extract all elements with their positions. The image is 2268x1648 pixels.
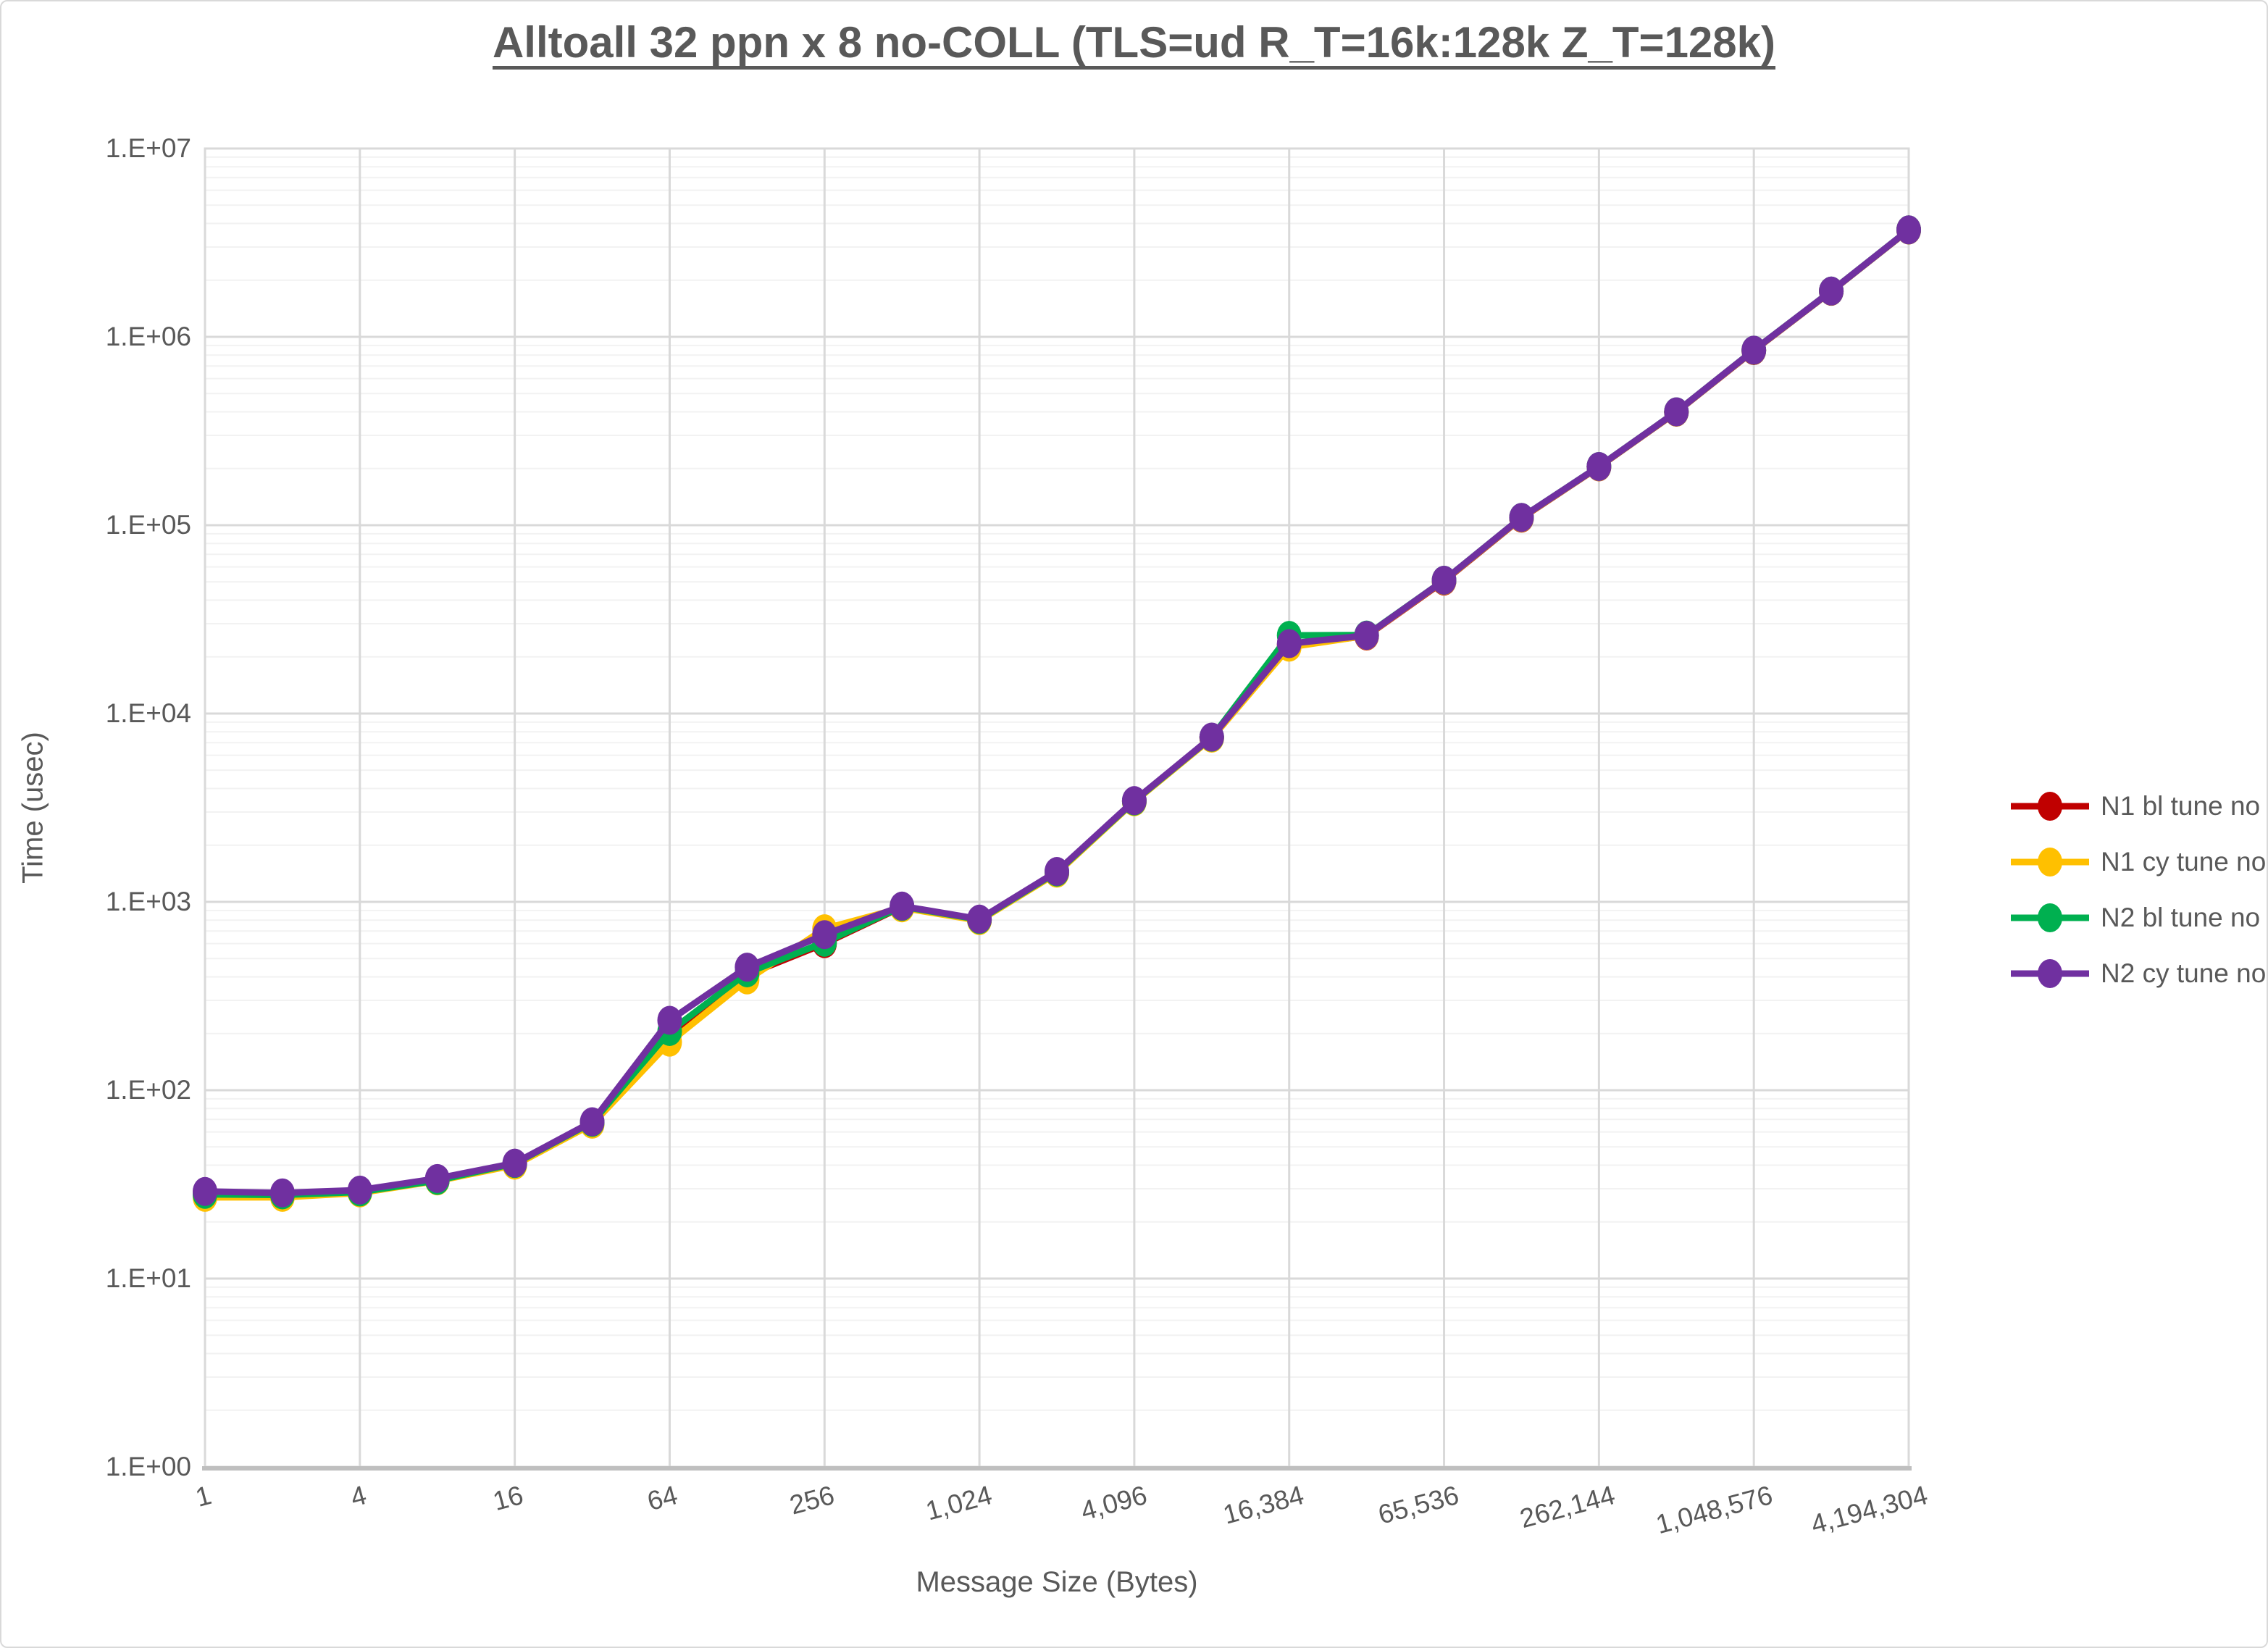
data-point-n2-cy-tune-no xyxy=(890,891,915,921)
plot-border xyxy=(204,147,1910,1468)
legend-marker-icon xyxy=(2011,903,2089,932)
legend-dot-icon xyxy=(2038,903,2062,932)
legend-item-n2-bl-tune-no: N2 bl tune no xyxy=(2009,890,2266,945)
legend-item-n2-cy-tune-no: N2 cy tune no xyxy=(2009,945,2266,1001)
data-point-n2-cy-tune-no xyxy=(1045,857,1069,887)
chart-title: Alltoall 32 ppn x 8 no-COLL (TLS=ud R_T=… xyxy=(492,18,1776,67)
data-point-n2-cy-tune-no xyxy=(1199,722,1224,752)
y-tick-label: 1.E+02 xyxy=(105,1075,191,1105)
y-tick-label: 1.E+04 xyxy=(105,698,191,728)
legend-label: N2 cy tune no xyxy=(2101,958,2267,988)
legend: N1 bl tune no N1 cy tune no N2 bl tune no N… xyxy=(2009,778,2266,1001)
data-point-n2-cy-tune-no xyxy=(193,1176,217,1206)
y-tick-label: 1.E+00 xyxy=(105,1452,191,1481)
data-point-n2-cy-tune-no xyxy=(735,953,760,982)
data-point-n2-cy-tune-no xyxy=(967,904,992,934)
data-point-n2-cy-tune-no xyxy=(269,1178,295,1208)
legend-dot-icon xyxy=(2038,847,2062,877)
data-point-n2-cy-tune-no xyxy=(812,920,837,950)
y-tick-label: 1.E+06 xyxy=(105,322,191,351)
data-point-n2-cy-tune-no xyxy=(1741,335,1767,365)
series-line-n1-bl-tune-no xyxy=(201,227,1912,1198)
legend-item-n1-bl-tune-no: N1 bl tune no xyxy=(2009,778,2266,834)
data-point-n2-cy-tune-no xyxy=(1509,503,1534,532)
data-point-n2-cy-tune-no xyxy=(579,1107,605,1137)
data-point-n2-cy-tune-no xyxy=(502,1148,527,1178)
legend-item-n1-cy-tune-no: N1 cy tune no xyxy=(2009,834,2266,890)
series-line-n2-bl-tune-no xyxy=(201,226,1912,1199)
y-tick-label: 1.E+01 xyxy=(105,1263,191,1293)
data-point-n2-cy-tune-no xyxy=(1896,215,1921,245)
data-point-n2-cy-tune-no xyxy=(424,1163,450,1193)
data-point-n2-cy-tune-no xyxy=(1819,276,1844,306)
data-point-n2-cy-tune-no xyxy=(1664,397,1689,427)
data-point-n2-cy-tune-no xyxy=(347,1175,372,1205)
legend-label: N2 bl tune no xyxy=(2101,902,2261,932)
data-point-n2-cy-tune-no xyxy=(1121,786,1147,816)
legend-dot-icon xyxy=(2038,791,2062,821)
data-point-n2-cy-tune-no xyxy=(1431,566,1457,595)
series-line-n2-cy-tune-no xyxy=(201,226,1912,1197)
data-point-n2-cy-tune-no xyxy=(657,1005,682,1035)
legend-label: N1 cy tune no xyxy=(2101,846,2267,877)
legend-marker-icon xyxy=(2011,958,2089,988)
y-tick-label: 1.E+05 xyxy=(105,510,191,540)
data-point-n2-cy-tune-no xyxy=(1354,621,1379,651)
data-point-n2-cy-tune-no xyxy=(1586,451,1612,481)
x-axis-title: Message Size (Bytes) xyxy=(916,1566,1198,1598)
legend-marker-icon xyxy=(2011,847,2089,877)
legend-dot-icon xyxy=(2038,958,2062,988)
y-tick-label: 1.E+07 xyxy=(105,133,191,163)
y-tick-label: 1.E+03 xyxy=(105,887,191,916)
legend-label: N1 bl tune no xyxy=(2101,790,2261,821)
data-point-n2-cy-tune-no xyxy=(1276,629,1302,658)
y-axis-title: Time (usec) xyxy=(17,732,49,884)
legend-marker-icon xyxy=(2011,791,2089,821)
